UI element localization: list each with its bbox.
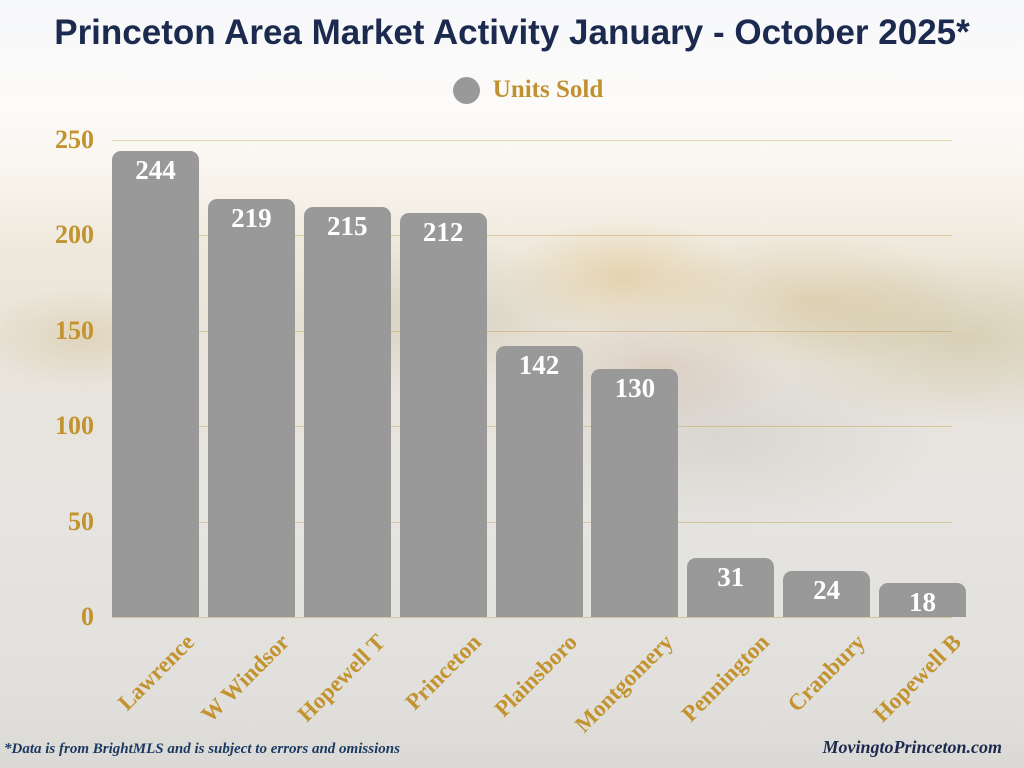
- legend-circle-icon: [452, 76, 480, 104]
- bar-value-label: 142: [518, 350, 560, 381]
- bar-value-label: 219: [231, 203, 272, 234]
- legend-label: Units Sold: [492, 76, 604, 103]
- bar-princeton: 212: [399, 212, 487, 617]
- chart-title: Princeton Area Market Activity January -…: [54, 13, 970, 52]
- y-axis-tick-label: 0: [81, 602, 94, 631]
- bar-montgomery: 130: [591, 368, 679, 617]
- bar-plainsboro: 142: [495, 346, 583, 617]
- bar-lawrence: 244: [112, 151, 199, 617]
- bar-pennington: 31: [687, 557, 775, 617]
- gridline: [112, 330, 952, 332]
- y-axis-tick-label: 250: [55, 125, 94, 154]
- y-axis-tick-label: 150: [55, 315, 94, 345]
- y-axis-tick-label: 100: [55, 411, 94, 441]
- gridline: [112, 140, 952, 141]
- website-credit: MovingtoPrinceton.com: [822, 737, 1003, 757]
- gridline: [112, 617, 952, 618]
- bar-value-label: 18: [909, 586, 936, 617]
- legend: Units Sold: [16, 76, 1024, 104]
- bar-hopewell-t: 215: [303, 206, 391, 617]
- bar-value-label: 244: [135, 155, 176, 186]
- bar-value-label: 130: [614, 372, 656, 403]
- y-axis-tick-label: 50: [68, 506, 94, 536]
- bar-value-label: 212: [422, 216, 464, 247]
- bar-hopewell-b: 18: [879, 582, 966, 617]
- bar-value-label: 24: [813, 575, 841, 606]
- bar-cranbury: 24: [783, 571, 871, 617]
- bar-value-label: 215: [327, 210, 368, 241]
- bar-value-label: 31: [717, 561, 745, 592]
- bar-w-windsor: 219: [207, 199, 295, 617]
- data-source-footnote: *Data is from BrightMLS and is subject t…: [4, 741, 400, 757]
- gridline: [112, 235, 952, 237]
- y-axis-tick-label: 200: [55, 220, 94, 250]
